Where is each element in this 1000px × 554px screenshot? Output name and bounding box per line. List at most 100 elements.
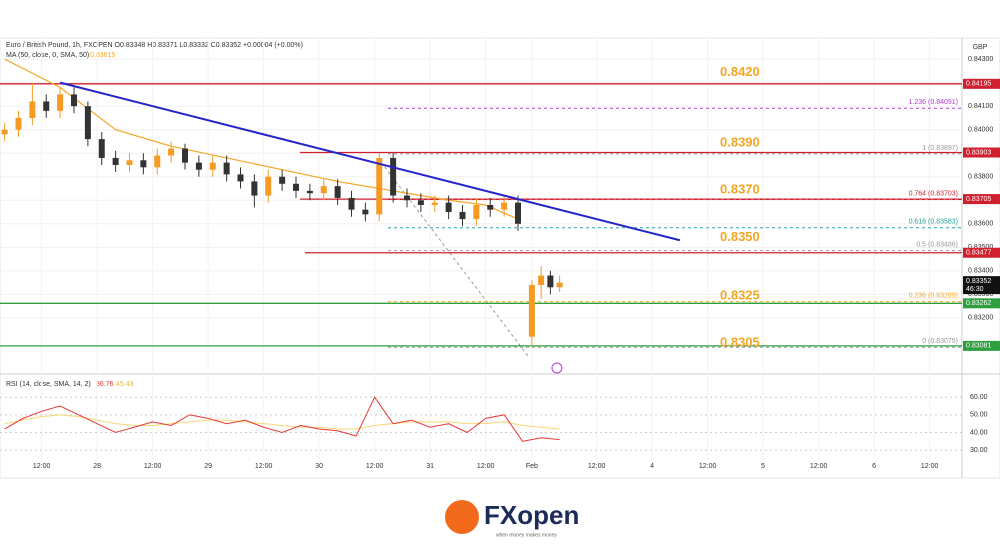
candle-body xyxy=(293,183,299,191)
ma-line xyxy=(4,58,519,220)
fib-label: 1 (0.83897) xyxy=(922,145,958,152)
rsi-tick-label: 40.00 xyxy=(970,429,988,436)
candle-body xyxy=(57,94,64,111)
fib-label: 0 (0.83075) xyxy=(922,338,958,345)
price-badge-label: 0.83352 xyxy=(966,278,991,285)
y-tick-label: 0.84300 xyxy=(968,56,993,63)
y-tick-label: 0.83300 xyxy=(968,291,993,298)
y-tick-label: 0.83400 xyxy=(968,268,993,275)
x-tick-label: 12:00 xyxy=(144,463,162,470)
level-badge xyxy=(963,194,1000,205)
fib-connector xyxy=(380,161,529,357)
x-tick-label: 4 xyxy=(650,463,654,470)
candle-body xyxy=(515,202,521,224)
rsi-signal-line xyxy=(4,414,560,430)
fib-label: 0.764 (0.83703) xyxy=(909,190,958,197)
candle-body xyxy=(538,275,545,285)
x-tick-label: 12:00 xyxy=(255,463,273,470)
candle-body xyxy=(168,148,175,156)
candle-body xyxy=(15,117,22,130)
candle-body xyxy=(237,174,244,182)
fib-label: 1.236 (0.84091) xyxy=(909,99,958,106)
candle-body xyxy=(362,209,369,215)
x-tick-label: 29 xyxy=(204,463,212,470)
x-tick-label: 5 xyxy=(761,463,765,470)
y-tick-label: 0.83600 xyxy=(968,221,993,228)
candle-body xyxy=(459,212,466,220)
candle-body xyxy=(112,157,119,165)
level-badge-label: 0.83262 xyxy=(966,300,991,307)
rsi-label: RSI (14, close, SMA, 14, 2) xyxy=(6,381,91,388)
currency: GBP xyxy=(973,44,988,51)
candle-body xyxy=(417,200,424,205)
level-badge xyxy=(963,298,1000,309)
y-tick-label: 0.84000 xyxy=(968,127,993,134)
candle-body xyxy=(182,148,188,163)
x-tick-label: Feb xyxy=(526,463,538,470)
y-tick-label: 0.83200 xyxy=(968,315,993,322)
trendline xyxy=(59,81,681,242)
fib-label: 0.5 (0.83486) xyxy=(916,241,958,248)
y-tick-label: 0.83800 xyxy=(968,174,993,181)
candle-body xyxy=(251,181,258,196)
header: Euro / British Pound, 1h, FXOPEN O0.8334… xyxy=(6,42,303,49)
candle-body xyxy=(29,101,36,118)
x-tick-label: 12:00 xyxy=(477,463,495,470)
candle-body xyxy=(223,162,230,175)
rsi-line xyxy=(4,396,560,442)
candle-body xyxy=(209,162,216,170)
x-tick-label: 12:00 xyxy=(921,463,939,470)
x-tick-label: 30 xyxy=(315,463,323,470)
candle-body xyxy=(84,106,91,140)
rsi-tick-label: 30.00 xyxy=(970,447,988,454)
price-badge xyxy=(963,276,1000,295)
candle-body xyxy=(431,202,438,205)
candle-body xyxy=(320,186,327,194)
x-tick-label: 12:00 xyxy=(588,463,606,470)
candle-body xyxy=(1,129,8,135)
level-badge-label: 0.83705 xyxy=(966,196,991,203)
y-tick-label: 0.84100 xyxy=(968,103,993,110)
ma-label: MA (50, close, 0, SMA, 50) xyxy=(6,52,89,59)
tagline: when money makes money xyxy=(496,532,557,538)
level-badge xyxy=(963,340,1000,351)
chart-frame xyxy=(0,37,1000,479)
x-tick-label: 31 xyxy=(426,463,434,470)
candle-body xyxy=(140,160,147,168)
x-tick-label: 12:00 xyxy=(33,463,51,470)
candle-body xyxy=(445,202,452,213)
level-text: 0.8370 xyxy=(720,182,760,197)
candle-body xyxy=(334,186,341,198)
candle-body xyxy=(195,162,202,170)
level-badge-label: 0.84195 xyxy=(966,81,991,88)
rsi-value: 36.76 xyxy=(96,381,114,388)
level-badge xyxy=(963,78,1000,89)
ma-value: 0.83615 xyxy=(90,52,115,59)
level-text: 0.8390 xyxy=(720,135,760,150)
rsi-tick-label: 50.00 xyxy=(970,412,988,419)
candle-body xyxy=(265,176,272,196)
candle-body xyxy=(154,155,161,168)
fib-label: 0.618 (0.83583) xyxy=(909,219,958,226)
candle-body xyxy=(98,139,105,158)
candle-body xyxy=(473,204,480,220)
candle-body xyxy=(376,157,383,215)
x-tick-label: 12:00 xyxy=(699,463,717,470)
level-badge-label: 0.83081 xyxy=(966,343,991,350)
brand: FXopen xyxy=(484,500,579,530)
event-icon xyxy=(551,362,563,374)
logo-icon xyxy=(445,500,479,534)
candle-body xyxy=(126,160,133,165)
candle-body xyxy=(43,101,50,111)
rsi-tick-label: 60.00 xyxy=(970,394,988,401)
candle-body xyxy=(390,157,397,196)
x-tick-label: 6 xyxy=(872,463,876,470)
level-text: 0.8325 xyxy=(720,288,760,303)
level-text: 0.8420 xyxy=(720,64,760,79)
fib-label: 0.236 (0.83269) xyxy=(909,293,958,300)
level-badge-label: 0.83903 xyxy=(966,149,991,156)
countdown: 46:30 xyxy=(966,286,984,293)
candle-body xyxy=(528,284,535,337)
candle-body xyxy=(279,176,286,184)
